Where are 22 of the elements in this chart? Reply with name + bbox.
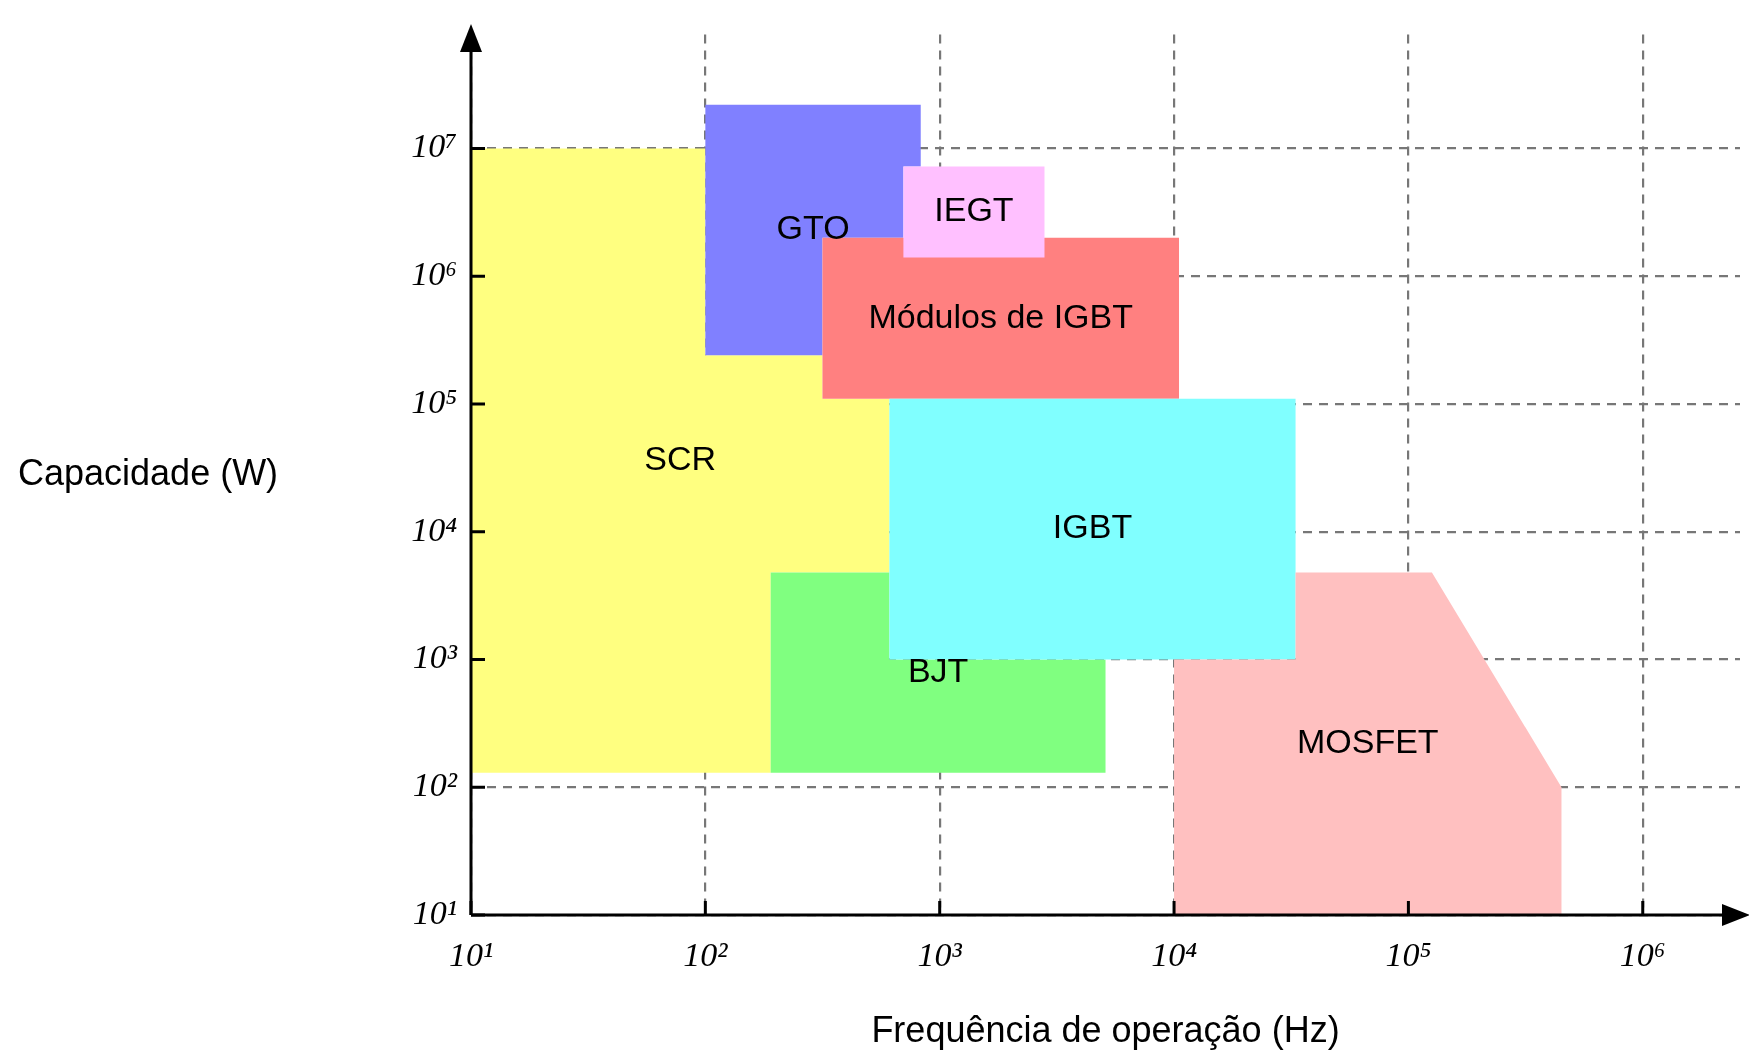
x-tick-label: 10⁶ xyxy=(1619,936,1666,974)
x-tick-label: 10³ xyxy=(917,936,963,974)
x-tick-label: 10¹ xyxy=(448,936,494,974)
series-label: GTO xyxy=(776,208,850,247)
series-label: Módulos de IGBT xyxy=(868,296,1134,335)
y-tick-label: 10⁵ xyxy=(411,382,457,420)
y-tick-label: 10⁷ xyxy=(411,127,457,165)
y-tick-label: 10² xyxy=(412,766,458,804)
series-label: MOSFET xyxy=(1296,722,1439,761)
x-tick-label: 10⁴ xyxy=(1151,936,1198,974)
x-tick-label: 10² xyxy=(683,936,729,974)
series-label: IEGT xyxy=(934,190,1014,229)
y-axis-title: Capacidade (W) xyxy=(18,451,279,493)
y-tick-label: 10⁶ xyxy=(411,255,457,293)
series-label: SCR xyxy=(644,438,717,477)
y-tick-label: 10¹ xyxy=(412,893,457,931)
series-label: IGBT xyxy=(1052,507,1133,546)
x-axis-title: Frequência de operação (Hz) xyxy=(871,1009,1340,1051)
series-label: BJT xyxy=(907,650,969,689)
y-tick-label: 10³ xyxy=(412,638,458,676)
x-tick-label: 10⁵ xyxy=(1385,936,1432,974)
y-tick-label: 10⁴ xyxy=(411,510,458,548)
